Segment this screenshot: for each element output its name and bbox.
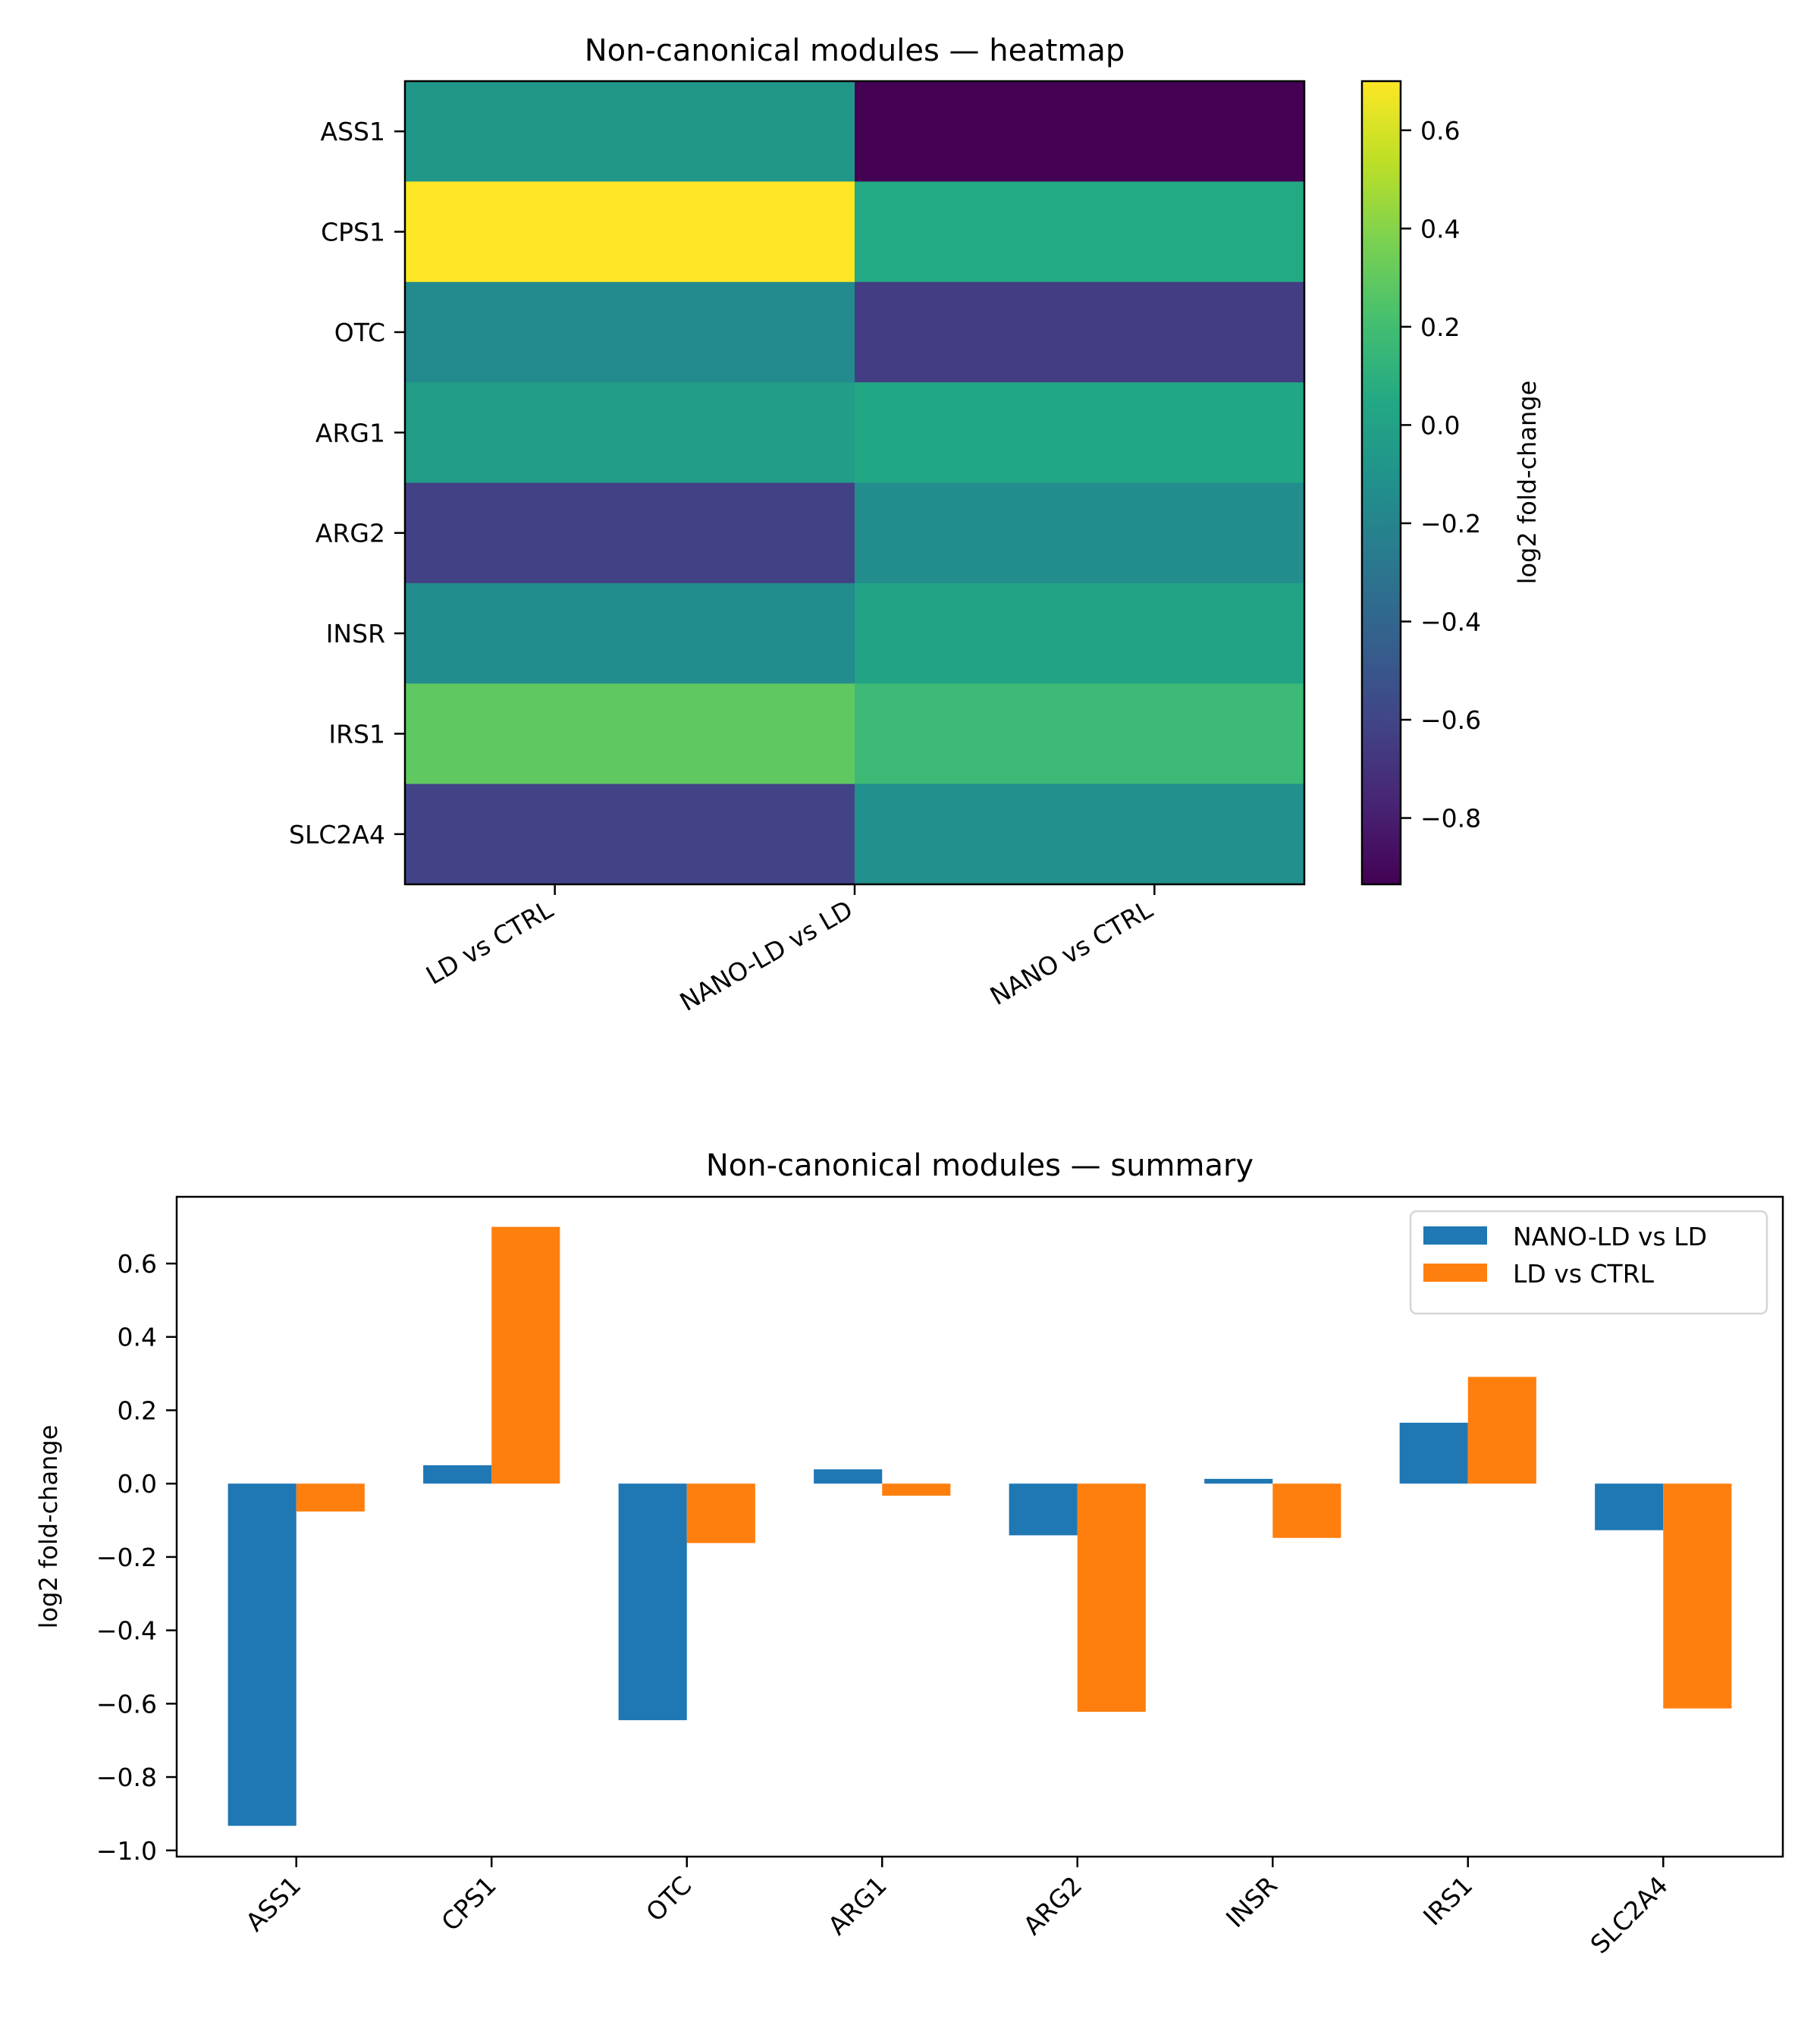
heatmap-cell-insr-nano-ld-vs-ld	[855, 582, 1305, 684]
colorbar-tick-label: −0.6	[1420, 705, 1481, 735]
bar-chart-x-tick-label-cps1: CPS1	[435, 1870, 502, 1937]
bar-arg1-ld-vs-ctrl	[882, 1483, 951, 1496]
heatmap-cell-ass1-ld-vs-ctrl	[405, 81, 855, 182]
colorbar-label: log2 fold-change	[1513, 381, 1542, 585]
bar-chart-frame	[175, 1195, 1784, 1858]
bar-slc2a4-ld-vs-ctrl	[1663, 1483, 1732, 1709]
heatmap-cell-irs1-ld-vs-ctrl	[405, 683, 855, 785]
heatmap-panel: Non-canonical modules — heatmap ASS1 CPS1…	[289, 33, 1542, 1017]
bar-chart-x-tick-label-arg2: ARG2	[1018, 1870, 1088, 1941]
bar-ass1-nano-ld-vs-ld	[228, 1483, 297, 1826]
heatmap-row-labels: ASS1 CPS1 OTC ARG1 ARG2 INSR IRS1 SLC2A4	[289, 117, 405, 849]
legend: NANO-LD vs LD LD vs CTRL	[1409, 1210, 1768, 1315]
bar-chart-x-tick-label-irs1: IRS1	[1417, 1870, 1478, 1931]
bar-chart-x-tick-label-ass1: ASS1	[240, 1870, 306, 1937]
legend-frame	[1409, 1210, 1768, 1315]
colorbar-gradient	[1360, 80, 1402, 886]
heatmap-row-label-ass1: ASS1	[321, 117, 385, 146]
colorbar-ticks: 0.6 0.4 0.2 0.0 −0.2 −0.4 −0.6 −0.8	[1401, 116, 1481, 834]
bar-chart-x-tick-label-arg1: ARG1	[822, 1870, 893, 1941]
bar-arg2-nano-ld-vs-ld	[1009, 1483, 1078, 1536]
heatmap-row-label-arg2: ARG2	[315, 519, 385, 548]
bar-chart-x-ticks: ASS1 CPS1 OTC ARG1 ARG2 INSR IRS1 SLC2A4	[240, 1857, 1674, 1959]
bar-chart-y-tick-label: 0.4	[118, 1323, 157, 1352]
bar-insr-ld-vs-ctrl	[1272, 1483, 1341, 1538]
heatmap-cell-otc-nano-ld-vs-ld	[855, 281, 1305, 383]
colorbar: 0.6 0.4 0.2 0.0 −0.2 −0.4 −0.6 −0.8 log2 fold-c…	[1360, 80, 1542, 886]
colorbar-tick-label: −0.8	[1420, 804, 1481, 834]
heatmap-cell-slc2a4-ld-vs-ctrl	[405, 783, 855, 885]
heatmap-cell-cps1-nano-ld-vs-ld	[855, 181, 1305, 283]
bar-cps1-nano-ld-vs-ld	[423, 1465, 492, 1484]
legend-label-nano-ld-vs-ld: NANO-LD vs LD	[1513, 1222, 1707, 1251]
colorbar-tick-label: −0.4	[1420, 607, 1481, 636]
heatmap-row-label-otc: OTC	[334, 318, 385, 347]
bar-otc-nano-ld-vs-ld	[618, 1483, 687, 1721]
heatmap-cell-slc2a4-nano-ld-vs-ld	[855, 783, 1305, 885]
bar-chart-y-tick-label: −0.2	[96, 1543, 157, 1572]
bar-chart-x-tick-label-otc: OTC	[640, 1870, 697, 1927]
colorbar-tick-label: 0.2	[1420, 312, 1460, 342]
bar-chart-x-tick-label-insr: INSR	[1220, 1870, 1283, 1933]
bar-irs1-ld-vs-ctrl	[1467, 1377, 1536, 1484]
heatmap-column-labels: LD vs CTRL NANO-LD vs LD NANO vs CTRL	[421, 884, 1158, 1017]
heatmap-cell-arg1-nano-ld-vs-ld	[855, 382, 1305, 483]
bar-arg1-nano-ld-vs-ld	[814, 1469, 883, 1484]
bar-otc-ld-vs-ctrl	[686, 1483, 755, 1543]
bar-chart-y-tick-label: −0.6	[96, 1689, 157, 1719]
legend-swatch-ld-vs-ctrl	[1423, 1264, 1487, 1282]
bar-chart-y-tick-label: 0.0	[118, 1469, 157, 1499]
bar-chart-title: Non-canonical modules — summary	[706, 1148, 1254, 1183]
bar-irs1-nano-ld-vs-ld	[1399, 1422, 1468, 1484]
heatmap-column-label-ld-vs-ctrl: LD vs CTRL	[421, 894, 558, 991]
heatmap-cell-arg2-ld-vs-ctrl	[405, 482, 855, 584]
bar-chart-y-tick-label: −0.8	[96, 1763, 157, 1792]
colorbar-tick-label: 0.6	[1420, 116, 1460, 146]
heatmap-row-label-insr: INSR	[326, 619, 385, 648]
colorbar-tick-label: 0.0	[1420, 410, 1460, 440]
bar-chart-y-tick-label: −1.0	[96, 1836, 157, 1866]
bar-ass1-ld-vs-ctrl	[296, 1483, 365, 1512]
heatmap-cell-otc-ld-vs-ctrl	[405, 281, 855, 383]
heatmap-title: Non-canonical modules — heatmap	[585, 33, 1125, 68]
heatmap-row-label-arg1: ARG1	[315, 418, 385, 447]
bar-chart-y-tick-label: 0.2	[118, 1396, 157, 1425]
heatmap-row-label-cps1: CPS1	[321, 218, 385, 247]
heatmap-cell-arg2-nano-ld-vs-ld	[855, 482, 1305, 584]
bars	[228, 1226, 1732, 1826]
bar-arg2-ld-vs-ctrl	[1077, 1483, 1146, 1712]
legend-label-ld-vs-ctrl: LD vs CTRL	[1513, 1259, 1655, 1289]
bar-chart-y-tick-label: −0.4	[96, 1616, 157, 1646]
bar-chart-y-ticks: 0.6 0.4 0.2 0.0 −0.2 −0.4 −0.6 −0.8 −1.0	[96, 1249, 177, 1866]
bar-chart-panel: Non-canonical modules — summary 0.60.40.…	[34, 1148, 1784, 1959]
colorbar-tick-label: −0.2	[1420, 509, 1481, 538]
heatmap-cell-cps1-ld-vs-ctrl	[405, 181, 855, 283]
legend-swatch-nano-ld-vs-ld	[1423, 1226, 1487, 1245]
bar-chart-y-tick-label: 0.6	[118, 1249, 157, 1279]
bar-cps1-ld-vs-ctrl	[491, 1226, 560, 1484]
bar-insr-nano-ld-vs-ld	[1204, 1478, 1273, 1484]
heatmap-cell-irs1-nano-ld-vs-ld	[855, 683, 1305, 785]
heatmap-row-label-irs1: IRS1	[328, 719, 385, 749]
heatmap-cell-arg1-ld-vs-ctrl	[405, 382, 855, 483]
colorbar-tick-label: 0.4	[1420, 214, 1460, 243]
heatmap-column-label-nano-vs-ctrl: NANO vs CTRL	[985, 894, 1158, 1011]
heatmap-column-label-nano-ld-vs-ld: NANO-LD vs LD	[675, 894, 858, 1017]
heatmap-cells	[405, 81, 1305, 885]
heatmap-cell-ass1-nano-ld-vs-ld	[855, 81, 1305, 182]
bar-chart-x-tick-label-slc2a4: SLC2A4	[1585, 1870, 1674, 1959]
bar-slc2a4-nano-ld-vs-ld	[1595, 1483, 1664, 1531]
heatmap-cell-insr-ld-vs-ctrl	[405, 582, 855, 684]
heatmap-row-label-slc2a4: SLC2A4	[289, 820, 385, 849]
bar-chart-y-axis-label: log2 fold-change	[34, 1425, 63, 1629]
